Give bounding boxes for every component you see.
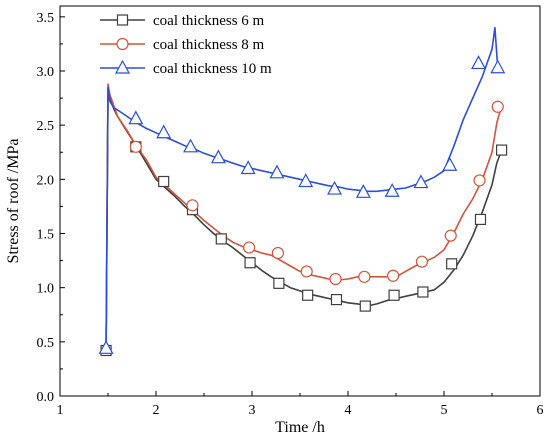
x-tick-label: 5 bbox=[441, 403, 448, 418]
data-point-circle bbox=[329, 272, 342, 286]
legend-marker-circle bbox=[116, 37, 129, 51]
data-point-circle bbox=[491, 100, 504, 113]
data-point-square bbox=[244, 257, 256, 269]
data-point-triangle bbox=[490, 59, 506, 74]
data-point-circle bbox=[300, 265, 313, 278]
data-point-triangle bbox=[413, 174, 429, 189]
y-axis-title: Stress of roof /MPa bbox=[5, 139, 22, 264]
series-lines bbox=[102, 26, 503, 352]
tick-labels: 1 2 3 4 5 6 0.0 0.5 1.0 1.5 2.0 2.5 3.0 3.5 bbox=[37, 11, 544, 418]
data-point-circle bbox=[186, 199, 199, 212]
data-point-square bbox=[388, 289, 400, 301]
data-point-square bbox=[417, 286, 429, 298]
data-point-circle bbox=[129, 140, 142, 153]
data-point-triangle bbox=[98, 340, 114, 354]
legend: coal thickness 6 m coal thickness 8 m coal… bbox=[100, 13, 272, 77]
data-point-triangle bbox=[128, 110, 144, 125]
data-point-square bbox=[302, 289, 314, 301]
data-point-triangle bbox=[240, 160, 256, 175]
data-point-triangle bbox=[384, 182, 400, 197]
plot-frame bbox=[59, 5, 541, 397]
data-point-triangle bbox=[210, 149, 226, 164]
x-axis-title: Time /h bbox=[275, 419, 325, 436]
y-tick-label: 1.0 bbox=[37, 282, 55, 297]
y-tick-label: 3.0 bbox=[37, 65, 55, 80]
x-tick-label: 4 bbox=[345, 403, 352, 418]
legend-marker-square bbox=[116, 14, 129, 26]
y-tick-label: 0.0 bbox=[37, 390, 55, 405]
legend-label: coal thickness 8 m bbox=[153, 37, 265, 53]
data-point-circle bbox=[243, 241, 256, 254]
legend-label: coal thickness 10 m bbox=[153, 61, 272, 77]
data-point-circle bbox=[387, 269, 400, 282]
data-point-triangle bbox=[298, 173, 314, 188]
data-point-square bbox=[474, 213, 487, 226]
series-line-2 bbox=[102, 83, 503, 352]
data-point-circle bbox=[415, 255, 429, 268]
data-point-triangle bbox=[183, 138, 199, 153]
series-markers bbox=[98, 55, 508, 357]
data-point-circle bbox=[358, 270, 371, 283]
data-point-triangle bbox=[442, 156, 458, 171]
data-point-triangle bbox=[327, 180, 343, 195]
data-point-square bbox=[496, 144, 508, 156]
data-point-circle bbox=[473, 174, 486, 187]
x-tick-label: 6 bbox=[537, 403, 544, 418]
y-tick-label: 2.5 bbox=[37, 119, 55, 134]
data-point-triangle bbox=[156, 124, 172, 139]
y-tick-label: 1.5 bbox=[37, 228, 55, 243]
data-point-circle bbox=[271, 246, 285, 260]
data-point-square bbox=[273, 277, 285, 289]
legend-label: coal thickness 6 m bbox=[153, 13, 265, 29]
y-tick-label: 0.5 bbox=[37, 336, 55, 351]
y-tick-label: 2.0 bbox=[37, 173, 55, 188]
data-point-square bbox=[158, 175, 170, 188]
axis-ticks bbox=[59, 16, 541, 397]
legend-marker-triangle bbox=[114, 59, 131, 74]
data-point-triangle bbox=[471, 55, 487, 70]
data-point-square bbox=[215, 233, 227, 245]
data-point-square bbox=[359, 300, 371, 312]
x-tick-label: 2 bbox=[153, 403, 160, 418]
y-tick-label: 3.5 bbox=[37, 11, 55, 26]
data-point-triangle bbox=[269, 164, 285, 179]
data-point-square bbox=[446, 258, 458, 270]
x-tick-label: 1 bbox=[57, 403, 64, 418]
data-point-circle bbox=[444, 229, 457, 242]
data-point-square bbox=[330, 293, 343, 306]
x-tick-label: 3 bbox=[249, 403, 256, 418]
series-line-3 bbox=[102, 26, 499, 352]
data-point-triangle bbox=[355, 184, 371, 198]
series-line-1 bbox=[102, 89, 503, 352]
